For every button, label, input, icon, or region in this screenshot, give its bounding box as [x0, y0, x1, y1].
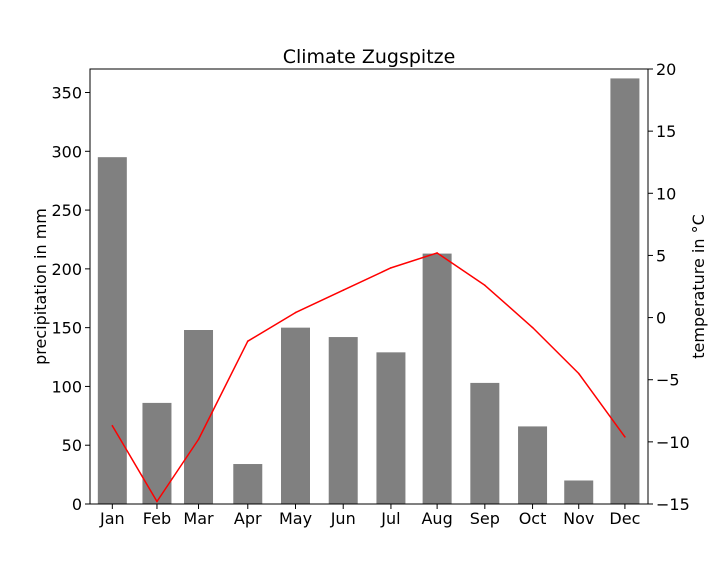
precipitation-bar-aug [422, 253, 452, 504]
x-tick-label-apr: Apr [234, 509, 262, 528]
y-tick-label: 150 [51, 319, 82, 338]
x-axis-ticks: Jan Feb Mar Apr May Jun Jul Aug Sep Oct Nov Dec [99, 504, 640, 528]
x-tick-label-jul: Jul [380, 509, 400, 528]
precipitation-bar-feb [142, 402, 172, 504]
precipitation-bar-jul [376, 352, 406, 504]
y2-tick-label: 20 [656, 60, 676, 79]
precipitation-bars [97, 78, 640, 505]
x-tick-label-dec: Dec [609, 509, 640, 528]
temperature-point-jul [390, 267, 392, 269]
temperature-point-jun [342, 289, 345, 292]
temperature-point-nov [577, 372, 580, 375]
y-tick-label: 300 [51, 142, 82, 161]
x-tick-label-mar: Mar [183, 509, 214, 528]
y-tick-label: 0 [72, 495, 82, 514]
x-tick-label-oct: Oct [519, 509, 547, 528]
y2-tick-label: 15 [656, 122, 676, 141]
temperature-point-oct [531, 326, 534, 329]
y-tick-label: 250 [51, 201, 82, 220]
temperature-line [111, 252, 626, 503]
right-y-axis-label: temperature in °C [689, 214, 708, 359]
y2-tick-label: 0 [656, 309, 666, 328]
x-tick-label-aug: Aug [421, 509, 452, 528]
precipitation-bar-mar [184, 330, 214, 504]
temperature-point-mar [197, 438, 200, 441]
precipitation-bar-jun [328, 337, 358, 504]
plot-frame [89, 68, 649, 505]
precipitation-bar-jan [97, 157, 127, 505]
temperature-point-aug [436, 252, 438, 254]
temperature-line-layer [111, 252, 626, 503]
y2-tick-label: −10 [656, 433, 690, 452]
precipitation-bar-apr [233, 464, 263, 504]
y-tick-label: 50 [62, 436, 82, 455]
temperature-point-jan [111, 424, 114, 427]
y-tick-label: 100 [51, 377, 82, 396]
y2-tick-label: 5 [656, 246, 666, 265]
temperature-point-apr [246, 340, 249, 342]
x-tick-label-feb: Feb [143, 509, 171, 528]
y2-tick-label: −15 [656, 495, 690, 514]
chart-title: Climate Zugspitze [283, 46, 456, 68]
left-y-axis-label: precipitation in mm [31, 208, 50, 365]
y2-tick-label: 10 [656, 184, 676, 203]
precipitation-bar-oct [518, 426, 548, 504]
left-y-axis-ticks: 0 50 100 150 200 250 300 350 [51, 84, 90, 514]
y2-tick-label: −5 [656, 371, 680, 390]
precipitation-bar-sep [470, 382, 500, 504]
x-tick-label-may: May [279, 509, 312, 528]
temperature-point-dec [624, 436, 626, 438]
temperature-point-may [294, 311, 297, 314]
x-tick-label-sep: Sep [470, 509, 500, 528]
temperature-point-sep [484, 284, 486, 287]
right-y-axis-ticks: −15 −10 −5 0 5 10 15 20 [648, 60, 690, 514]
temperature-point-feb [156, 500, 158, 503]
y-tick-label: 200 [51, 260, 82, 279]
precipitation-bar-dec [610, 78, 640, 505]
x-tick-label-jan: Jan [99, 509, 125, 528]
x-tick-label-jun: Jun [330, 509, 356, 528]
precipitation-bar-may [280, 327, 310, 504]
y-tick-label: 350 [51, 84, 82, 103]
precipitation-bar-nov [564, 480, 594, 504]
x-tick-label-nov: Nov [563, 509, 594, 528]
